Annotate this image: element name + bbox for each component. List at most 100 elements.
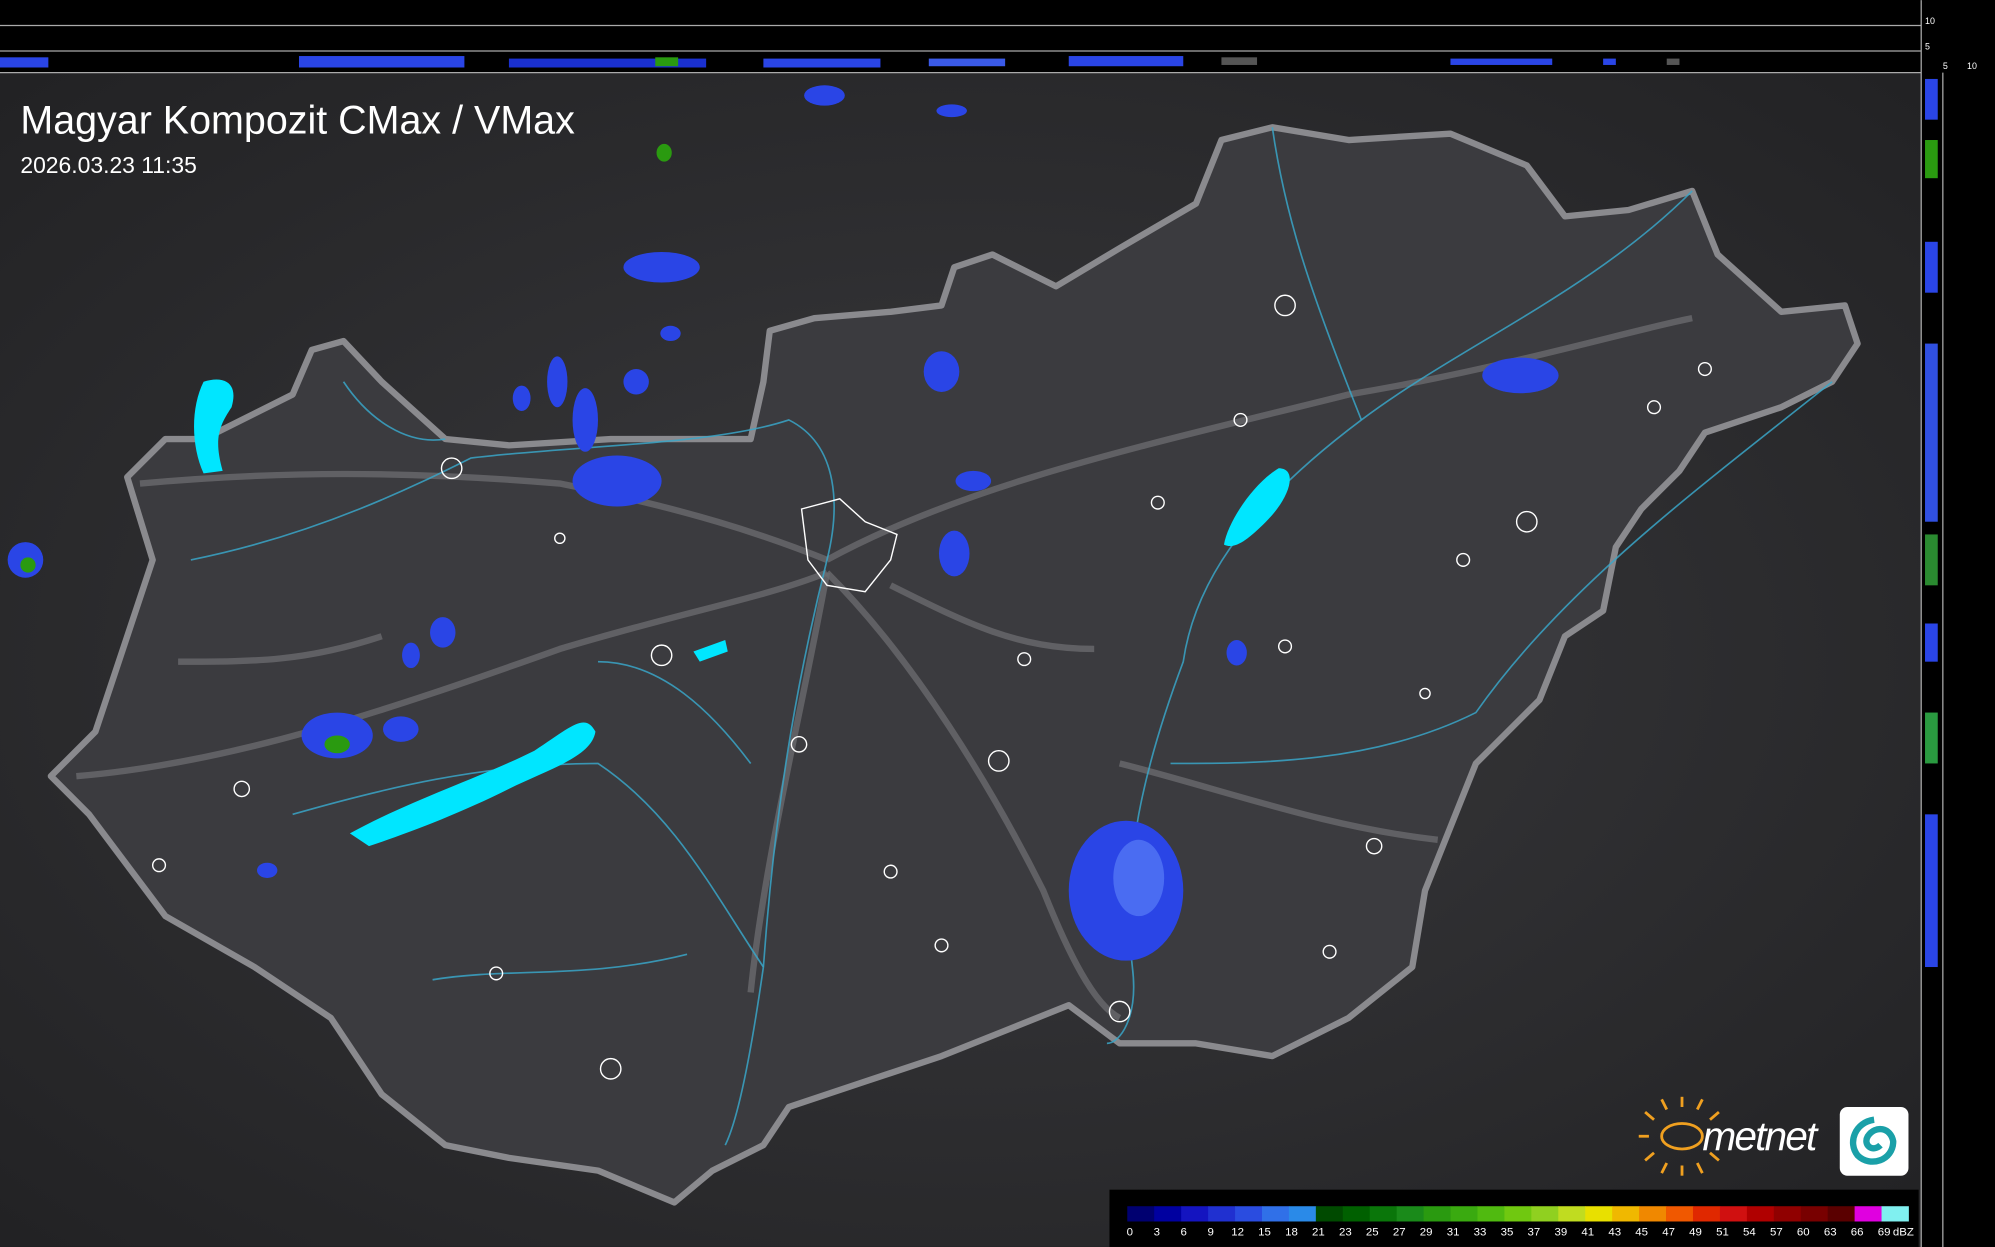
rect	[298, 56, 465, 68]
rain	[430, 617, 456, 648]
legend-swatch	[1423, 1206, 1451, 1222]
rain	[402, 642, 420, 669]
legend-label: 18	[1285, 1226, 1298, 1238]
legend-swatch	[1288, 1206, 1317, 1222]
rain	[955, 470, 992, 492]
rain	[572, 455, 662, 507]
line	[1660, 1098, 1668, 1111]
legend-label: 3	[1154, 1226, 1160, 1238]
line	[1696, 1098, 1704, 1111]
axis-label: 10	[1967, 61, 1977, 71]
legend-swatch	[1719, 1206, 1748, 1222]
legend-label: 45	[1635, 1226, 1648, 1238]
legend-swatch	[1154, 1206, 1182, 1222]
legend-swatch	[1692, 1206, 1721, 1222]
roads	[76, 315, 1693, 1021]
legend-swatch	[1746, 1206, 1775, 1222]
legend-swatch	[1585, 1206, 1613, 1222]
legend-label: 27	[1393, 1226, 1406, 1238]
rain	[923, 351, 960, 392]
river	[292, 762, 765, 968]
legend-label: 54	[1743, 1226, 1756, 1238]
rain	[936, 104, 967, 118]
legend-swatch	[1854, 1206, 1882, 1222]
legend: 0 3 6 9 12 15 18 21 23 25 27 29 31 33 35 37 39 41 43 45 47 49…	[1127, 1206, 1914, 1238]
ellipse	[324, 735, 350, 754]
legend-unit: dBZ	[1893, 1226, 1914, 1238]
town	[440, 457, 463, 480]
town	[599, 1057, 622, 1080]
line	[1709, 1111, 1720, 1121]
town	[1233, 412, 1248, 427]
road	[178, 633, 383, 665]
legend-swatch	[1477, 1206, 1505, 1222]
river	[342, 381, 446, 441]
town	[151, 858, 167, 873]
legend-swatch	[1531, 1206, 1559, 1222]
legend-swatch	[1450, 1206, 1478, 1222]
rain	[257, 862, 278, 878]
side-axis: 10 5 5 10	[1925, 16, 1977, 71]
legend-label: 35	[1501, 1226, 1514, 1238]
road	[139, 470, 829, 563]
legend-label: 66	[1851, 1226, 1864, 1238]
road	[824, 570, 1122, 1021]
legend-label: 49	[1689, 1226, 1702, 1238]
rect	[1925, 78, 1938, 120]
line	[1696, 1162, 1704, 1174]
legend-label: 47	[1662, 1226, 1675, 1238]
town	[883, 864, 898, 879]
rect	[1925, 814, 1938, 968]
river	[190, 419, 835, 1146]
town	[1365, 837, 1383, 855]
legend-swatch	[1181, 1206, 1209, 1222]
town	[934, 938, 949, 953]
line	[1644, 1151, 1655, 1162]
legend-label: 9	[1207, 1226, 1213, 1238]
timestamp: 2026.03.23 11:35	[20, 152, 197, 178]
town	[1419, 687, 1431, 700]
river	[1271, 127, 1363, 421]
logo: metnet	[1638, 1096, 1909, 1176]
road	[747, 572, 831, 993]
legend-swatch	[1369, 1206, 1398, 1222]
legend-label: 31	[1447, 1226, 1460, 1238]
strip-echoes	[0, 56, 1680, 68]
legend-label: 0	[1127, 1226, 1133, 1238]
legend-swatch	[1827, 1206, 1855, 1222]
rain	[623, 369, 649, 395]
ellipse	[656, 143, 672, 162]
legend-swatch	[1612, 1206, 1640, 1222]
rain	[547, 356, 568, 408]
legend-label: 69	[1878, 1226, 1891, 1238]
town	[1150, 495, 1165, 510]
rect	[0, 57, 49, 68]
rect	[1925, 712, 1938, 764]
town	[650, 644, 673, 667]
rain	[572, 388, 598, 452]
rect	[1925, 534, 1938, 586]
legend-label: 51	[1716, 1226, 1729, 1238]
map-title: Magyar Kompozit CMax / VMax	[20, 99, 575, 143]
legend-label: 25	[1366, 1226, 1379, 1238]
ellipse	[1660, 1122, 1704, 1151]
legend-swatch	[1800, 1206, 1829, 1222]
town	[233, 780, 251, 798]
town	[1456, 552, 1471, 567]
rect	[1925, 241, 1938, 293]
town	[1277, 639, 1293, 654]
line	[1709, 1151, 1720, 1162]
rivers	[190, 127, 1833, 1146]
road	[889, 582, 1095, 653]
country-border	[47, 124, 1861, 1206]
lake	[349, 722, 596, 847]
rect	[1603, 58, 1616, 65]
road	[76, 569, 829, 780]
side-echoes	[1925, 78, 1938, 968]
town	[800, 498, 898, 593]
path	[1850, 1116, 1897, 1165]
lake	[693, 640, 728, 662]
legend-label: 23	[1339, 1226, 1352, 1238]
road	[825, 315, 1693, 563]
